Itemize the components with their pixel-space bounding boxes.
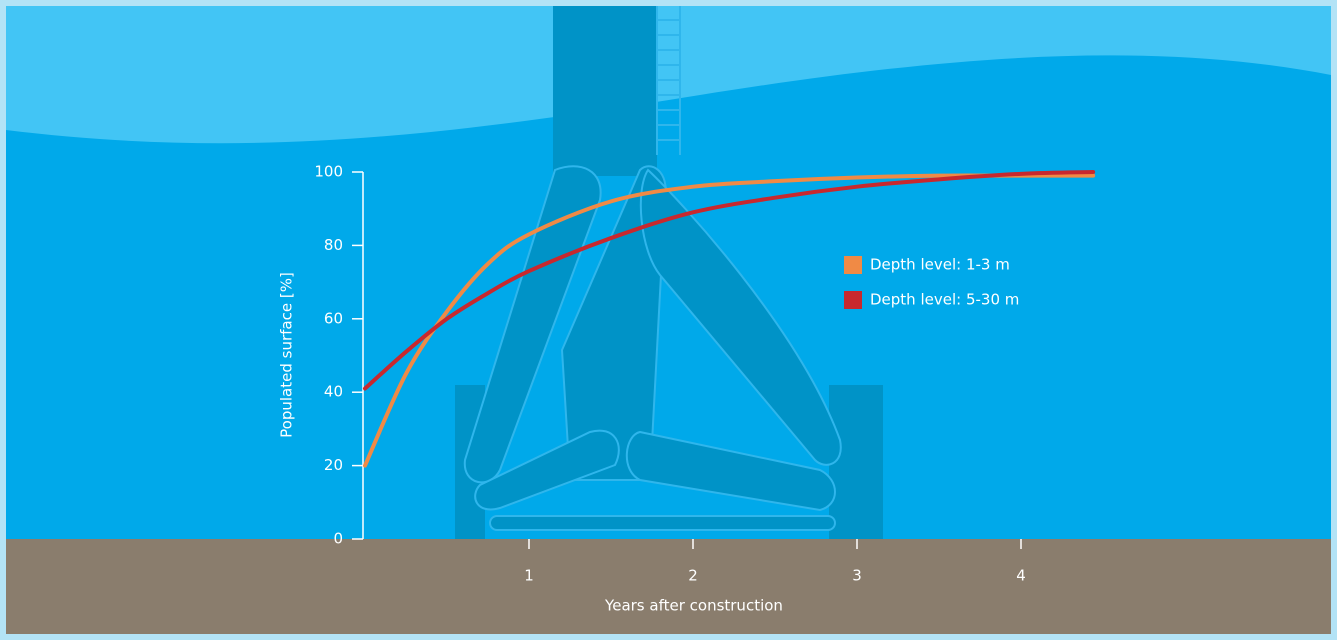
y-tick-label: 60 [324, 309, 343, 327]
legend-swatch [844, 256, 862, 274]
x-tick-label: 2 [688, 567, 698, 585]
legend-label: Depth level: 1-3 m [870, 256, 1010, 274]
y-axis-label: Populated surface [%] [278, 272, 296, 438]
y-tick-label: 40 [324, 383, 343, 401]
y-tick-label: 80 [324, 236, 343, 254]
seabed [6, 539, 1331, 634]
legend-swatch [844, 291, 862, 309]
series-line [363, 170, 1096, 391]
y-tick-label: 20 [324, 456, 343, 474]
legend-label: Depth level: 5-30 m [870, 291, 1019, 309]
x-tick-label: 3 [852, 567, 862, 585]
x-tick-label: 1 [524, 567, 534, 585]
y-tick-label: 100 [314, 163, 343, 181]
y-tick-label: 0 [333, 530, 343, 548]
turbine-foundation [455, 6, 883, 539]
x-axis-label: Years after construction [604, 597, 783, 615]
x-tick-label: 4 [1016, 567, 1026, 585]
surface-water [6, 6, 1331, 144]
